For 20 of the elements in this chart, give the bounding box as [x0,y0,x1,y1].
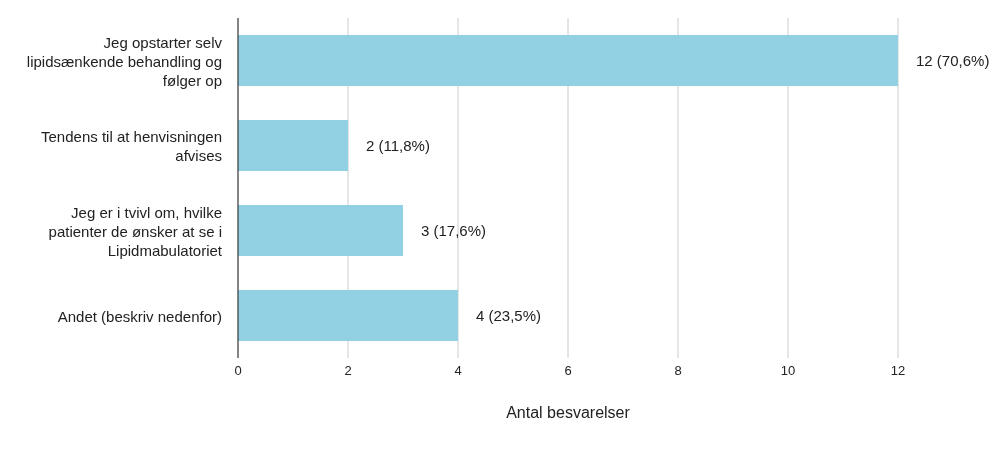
y-tick-label: Jeg opstarter selv lipidsænkende behandling og følger op [26,33,223,88]
bar [238,120,348,171]
bar [238,35,898,86]
data-label: 12 (70,6%) [916,51,990,69]
data-label: 3 (17,6%) [421,221,487,239]
y-tick-label: Jeg er i tvivl om, hvilke patienter de ønsker at se i Lipidmabulatoriet [48,203,223,258]
x-tick-label: 10 [780,363,796,379]
bar [238,290,458,341]
x-tick-label: 12 [890,363,906,379]
data-label: 4 (23,5%) [476,306,542,324]
x-tick-label: 2 [344,363,352,379]
x-tick-label: 0 [234,363,242,379]
bar [238,205,403,256]
x-tick-label: 6 [564,363,572,379]
y-tick-label: Tendens til at henvisningen afvises [41,127,222,164]
x-tick-label: 8 [674,363,682,379]
y-tick-label: Andet (beskriv nedenfor) [57,307,222,324]
x-axis-title: Antal besvarelser [506,404,631,421]
x-tick-label: 4 [454,363,462,379]
data-label: 2 (11,8%) [366,136,430,154]
